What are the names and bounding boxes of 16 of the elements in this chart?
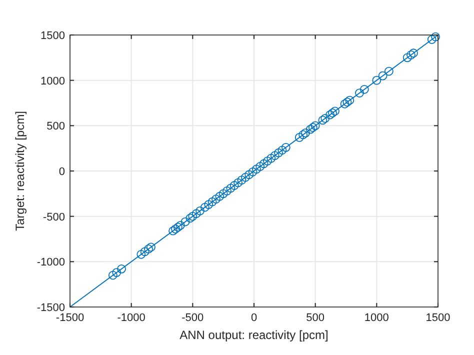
x-tick-label: -1000 [117, 312, 146, 324]
x-tick-label: 1000 [364, 312, 389, 324]
y-tick-label: 1500 [40, 30, 65, 42]
y-tick-label: -1500 [36, 302, 65, 314]
x-tick-label: 1500 [426, 312, 450, 324]
x-tick-label: -1500 [56, 312, 84, 324]
x-tick-label: 0 [250, 312, 258, 324]
y-axis-title: Target: reactivity [pcm] [13, 110, 27, 232]
y-tick-label: 0 [58, 166, 65, 178]
x-tick-label: 500 [306, 312, 325, 324]
y-tick-label: -500 [42, 211, 65, 224]
y-tick-label: 1000 [40, 75, 65, 88]
y-tick-label: -1000 [36, 256, 65, 269]
x-axis-title: ANN output: reactivity [pcm] [180, 328, 328, 342]
y-tick-label: 500 [46, 120, 65, 133]
x-tick-label: -500 [182, 312, 204, 324]
